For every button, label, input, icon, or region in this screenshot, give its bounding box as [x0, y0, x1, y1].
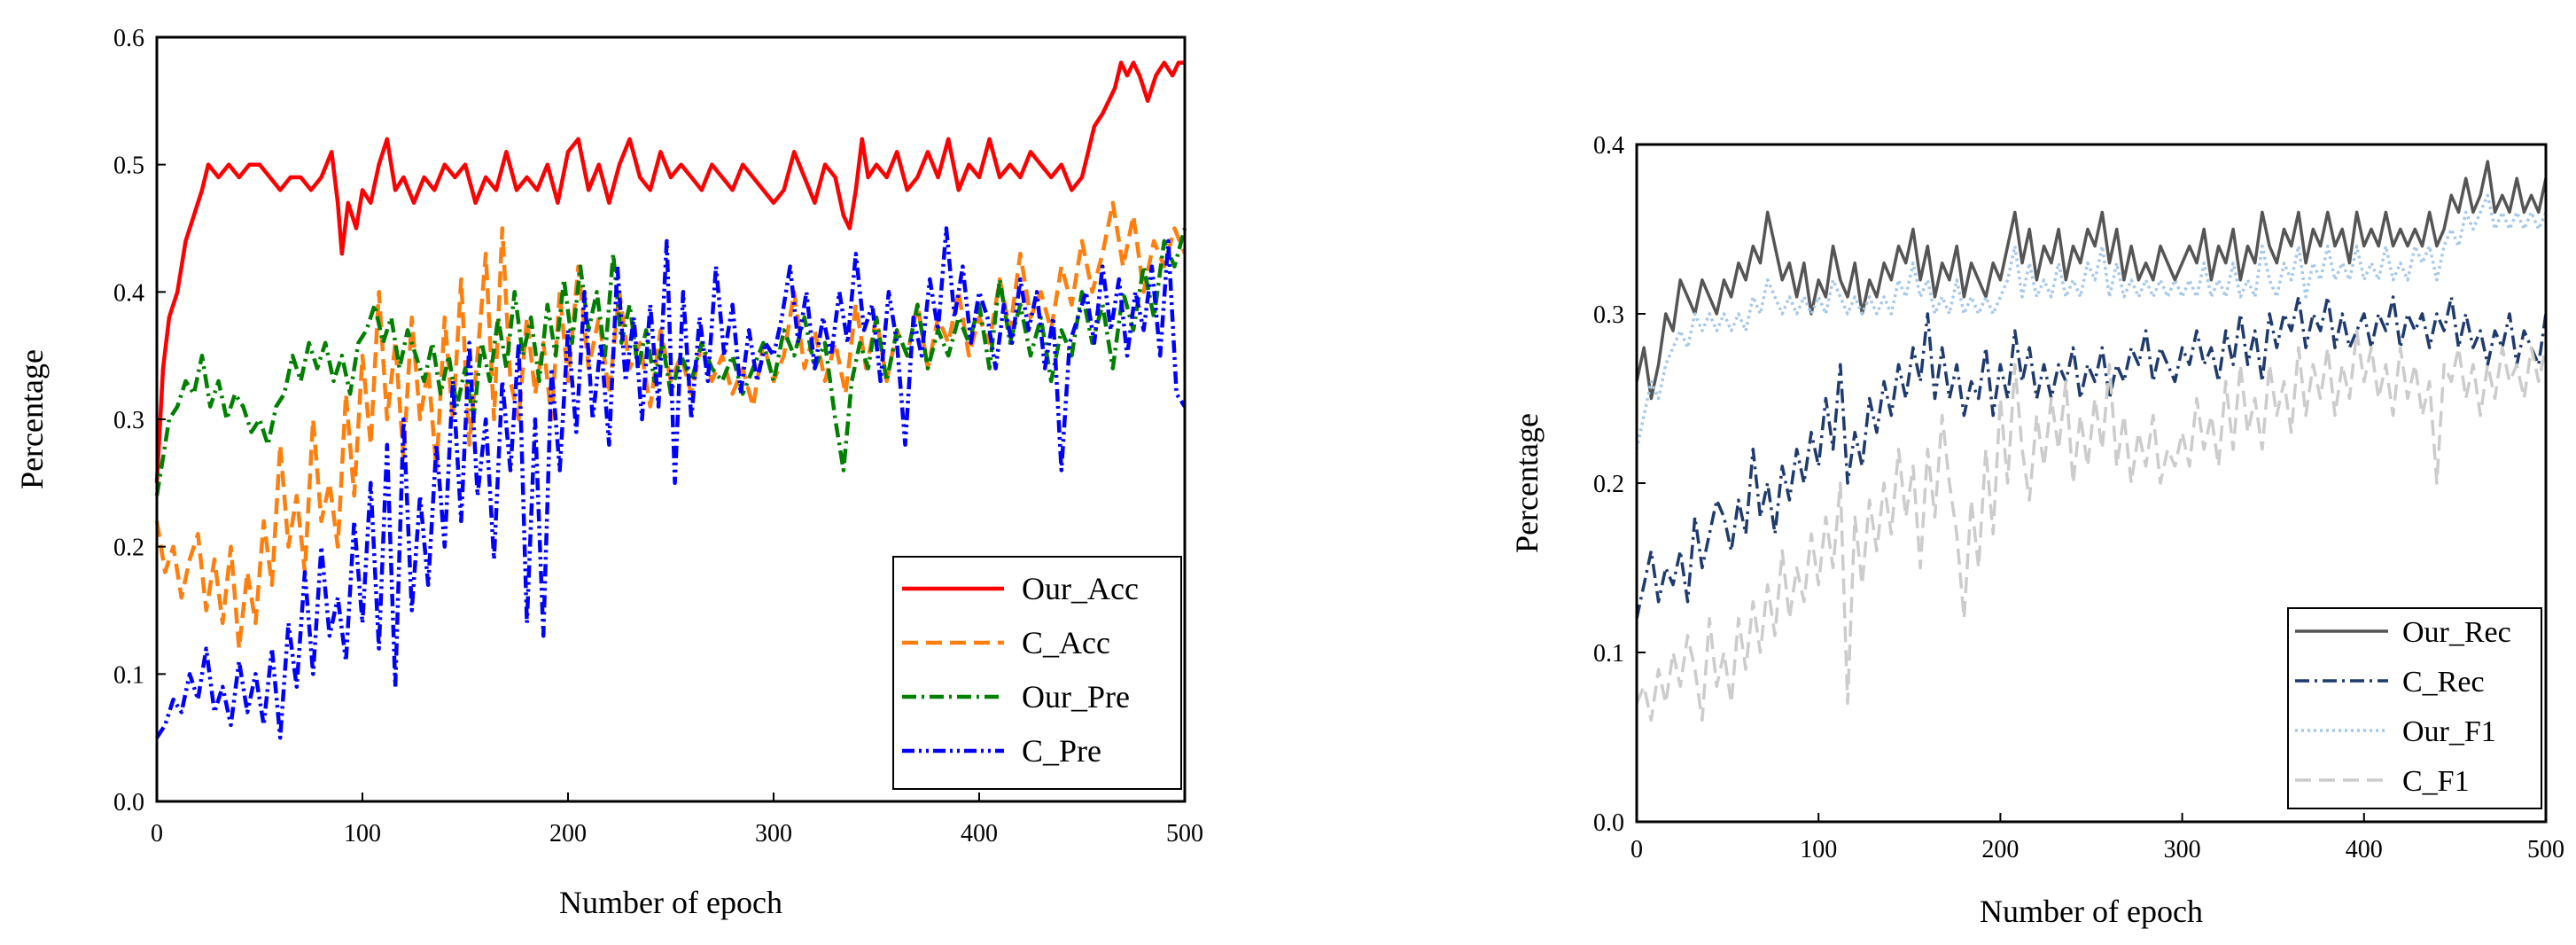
left-y-tick-label: 0.6 — [113, 25, 144, 52]
right-series-line-our-rec — [1635, 160, 2548, 401]
left-x-tick-label: 0 — [151, 820, 163, 847]
right-x-tick-label: 500 — [2527, 836, 2564, 863]
left-y-tick-label: 0.4 — [113, 279, 144, 307]
right-y-tick-label: 0.2 — [1593, 471, 1624, 498]
right-series-line-c-rec — [1635, 295, 2548, 620]
left-legend: Our_Acc C_Acc Our_Pre C_Pre — [892, 556, 1182, 790]
right-legend-label: C_Rec — [2402, 666, 2485, 699]
right-chart: 0 100 200 300 400 500 0.0 0.1 0.2 0.3 0.4 Number o… — [1509, 132, 2564, 929]
left-legend-label: Our_Pre — [1022, 679, 1130, 715]
left-legend-label: Our_Acc — [1022, 571, 1139, 606]
right-legend-box — [2287, 607, 2542, 809]
right-y-tick-label: 0.0 — [1593, 809, 1624, 837]
right-legend-label: C_F1 — [2402, 765, 2470, 798]
right-legend: Our_Rec C_Rec Our_F1 C_F1 — [2287, 607, 2542, 809]
left-y-tick-label: 0.1 — [113, 661, 144, 689]
left-series-line-c-pre — [155, 226, 1187, 740]
left-series-line-our-pre — [154, 227, 1187, 496]
right-x-tick-label: 100 — [1800, 836, 1837, 863]
right-x-tick-label: 200 — [1981, 836, 2019, 863]
right-legend-label: Our_Rec — [2402, 616, 2511, 649]
right-series-group — [1635, 160, 2548, 722]
left-legend-label: C_Pre — [1022, 733, 1101, 769]
right-ticks: 0 100 200 300 400 500 0.0 0.1 0.2 0.3 0.4 — [1593, 132, 2564, 863]
left-x-tick-label: 100 — [344, 820, 381, 847]
left-x-tick-label: 200 — [549, 820, 587, 847]
left-x-axis-title: Number of epoch — [559, 885, 782, 920]
right-y-tick-label: 0.4 — [1593, 132, 1624, 160]
left-ticks: 0 100 200 300 400 500 0.0 0.1 0.2 0.3 0.4 0.5 0.6 — [113, 25, 1203, 847]
left-series-line-our-acc — [154, 60, 1185, 483]
left-y-axis-title: Percentage — [14, 349, 50, 489]
right-x-axis-title: Number of epoch — [1980, 894, 2203, 929]
left-y-tick-label: 0.3 — [113, 407, 144, 434]
left-series-group — [154, 60, 1187, 740]
left-y-tick-label: 0.0 — [113, 789, 144, 816]
left-x-tick-label: 300 — [755, 820, 792, 847]
left-legend-label: C_Acc — [1022, 625, 1110, 660]
right-y-tick-label: 0.3 — [1593, 301, 1624, 329]
left-y-tick-label: 0.2 — [113, 535, 144, 562]
left-y-tick-label: 0.5 — [113, 152, 144, 180]
right-series-line-c-f1 — [1635, 329, 2548, 722]
right-legend-label: Our_F1 — [2402, 715, 2496, 748]
right-y-axis-title: Percentage — [1509, 413, 1545, 553]
left-x-tick-label: 500 — [1166, 820, 1203, 847]
right-x-tick-label: 0 — [1630, 836, 1643, 863]
right-x-tick-label: 400 — [2346, 836, 2383, 863]
left-x-tick-label: 400 — [961, 820, 998, 847]
left-chart: 0 100 200 300 400 500 0.0 0.1 0.2 0.3 0.4 0.5 0.6 Nu… — [14, 25, 1203, 920]
right-x-tick-label: 300 — [2164, 836, 2201, 863]
right-y-tick-label: 0.1 — [1593, 640, 1624, 668]
